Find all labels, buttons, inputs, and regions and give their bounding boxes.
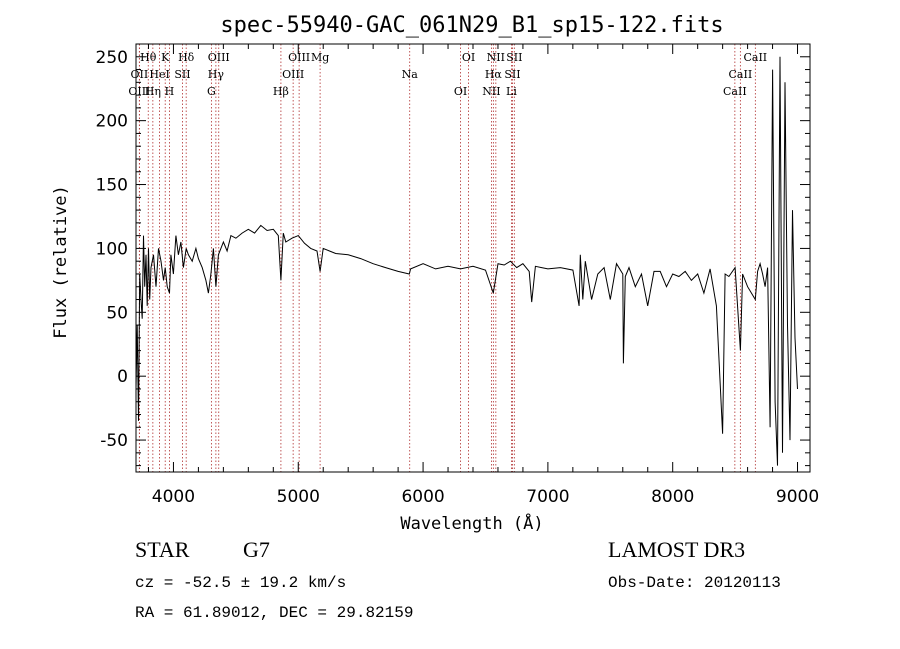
redshift-value: cz = -52.5 ± 19.2 km/s <box>135 574 347 592</box>
y-tick-label: 100 <box>96 239 128 259</box>
plot-frame <box>135 43 811 473</box>
x-tick-label: 8000 <box>651 487 694 507</box>
chart-title: spec-55940-GAC_061N29_B1_sp15-122.fits <box>220 13 723 38</box>
y-tick-label: 200 <box>96 112 128 132</box>
y-tick-label: 50 <box>106 303 128 323</box>
spectral-line-markers <box>138 44 756 472</box>
y-axis-ticks: -50 0 50 100 150 200 250 <box>96 43 810 467</box>
y-tick-label: -50 <box>100 431 128 451</box>
spectral-line-label: Li <box>506 85 517 98</box>
survey-name: LAMOST DR3 <box>608 537 746 562</box>
spectral-line-label: HeI <box>149 68 169 81</box>
spectral-line-label: OI <box>454 85 467 98</box>
spectral-line-label: Hθ <box>140 51 157 64</box>
observation-date: Obs-Date: 20120113 <box>608 574 781 592</box>
x-tick-label: 9000 <box>776 487 819 507</box>
spectral-line-label: Na <box>402 68 419 81</box>
spectral-line-label: SII <box>174 68 190 81</box>
y-tick-label: 0 <box>117 367 128 387</box>
spectral-line-label: Mg <box>311 51 329 64</box>
y-tick-label: 150 <box>96 176 128 196</box>
object-subclass: G7 <box>243 537 270 562</box>
object-class: STAR <box>135 537 190 562</box>
spectral-line-label: OIII <box>288 51 310 64</box>
spectral-line-label: Hβ <box>273 85 289 98</box>
spectral-line-label: H <box>165 85 175 98</box>
y-axis-label: Flux (relative) <box>51 185 71 339</box>
coordinates: RA = 61.89012, DEC = 29.82159 <box>135 604 414 622</box>
spectral-line-label: CaII <box>743 51 767 64</box>
x-tick-label: 7000 <box>526 487 569 507</box>
spectral-line-label: CaII <box>723 85 747 98</box>
x-tick-label: 6000 <box>401 487 444 507</box>
spectral-line-label: OII <box>131 68 149 81</box>
spectral-line-label: OIII <box>128 85 150 98</box>
spectral-line-label: NII <box>487 51 505 64</box>
spectral-line-label: K <box>161 51 170 64</box>
spectral-line-label: SII <box>504 68 520 81</box>
spectral-line-label: OIII <box>282 68 304 81</box>
y-tick-label: 250 <box>96 48 128 68</box>
spectral-line-label: CaII <box>729 68 753 81</box>
spectrum-series-line <box>135 56 798 466</box>
spectral-line-label: Hδ <box>178 51 195 64</box>
spectral-line-label: NII <box>482 85 500 98</box>
x-axis-ticks: 4000 5000 6000 7000 8000 9000 <box>147 44 819 507</box>
x-tick-label: 4000 <box>152 487 195 507</box>
x-tick-label: 5000 <box>277 487 320 507</box>
spectral-line-label: OIII <box>208 51 230 64</box>
spectral-line-label: Hα <box>485 68 503 81</box>
x-axis-label: Wavelength (Å) <box>400 512 543 534</box>
spectral-line-label: Hγ <box>208 68 225 81</box>
spectral-line-labels: Hθ OII OIII K HeI Hη Hδ SII H OIII Hγ G OIII OIII Hβ Mg… <box>128 51 767 98</box>
spectral-line-label: SII <box>506 51 522 64</box>
spectral-line-label: G <box>207 85 216 98</box>
spectral-line-label: OI <box>462 51 475 64</box>
spectral-line-label: Hη <box>145 85 161 98</box>
